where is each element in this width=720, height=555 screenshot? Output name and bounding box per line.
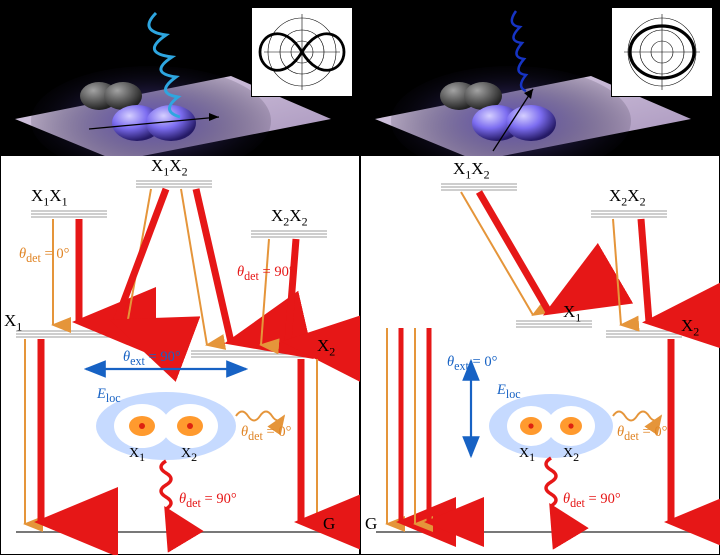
- lbl-X2X2-r: X2X2: [609, 186, 646, 209]
- ann-det0-ul: θdet = 0°: [19, 246, 69, 266]
- ann-det90-b: θdet = 90°: [179, 491, 237, 511]
- ann-ext0: θext = 0°: [447, 354, 497, 374]
- panel-left: X1X1 X1X2 X2X2 X1 X2 G θdet = 0° θdet = …: [0, 0, 360, 555]
- lbl-G-r: G: [365, 514, 377, 534]
- dimer-lbl-x2: X2: [181, 446, 197, 465]
- ann-Eloc-r: Eloc: [497, 382, 521, 402]
- lbl-X2-r: X2: [681, 316, 699, 339]
- ann-det0-r: θdet = 0°: [241, 424, 291, 444]
- lbl-X1X2: X1X2: [151, 156, 188, 179]
- lbl-X1X1: X1X1: [31, 186, 68, 209]
- scene-3d-left: [1, 1, 359, 156]
- panel-right: X1X2 X2X2 X1 X2 G θext = 0° Eloc θdet = …: [360, 0, 720, 555]
- lbl-X1X2-r: X1X2: [453, 159, 490, 182]
- inset-polar-left: [251, 7, 353, 97]
- ann-det90-rb: θdet = 90°: [563, 491, 621, 511]
- lbl-X2: X2: [317, 336, 335, 359]
- level-diagram-right: X1X2 X2X2 X1 X2 G θext = 0° Eloc θdet = …: [361, 156, 719, 554]
- ann-ext90: θext = 90°: [123, 349, 181, 369]
- level-diagram-left: X1X1 X1X2 X2X2 X1 X2 G θdet = 0° θdet = …: [1, 156, 359, 554]
- dimer-lbl-x1-r: X1: [519, 446, 535, 465]
- dimer-lbl-x1: X1: [129, 446, 145, 465]
- ann-Eloc-l: Eloc: [97, 386, 121, 406]
- ann-det0-rr: θdet = 0°: [617, 424, 667, 444]
- lbl-X1: X1: [4, 311, 22, 334]
- lbl-X1-r: X1: [563, 302, 581, 325]
- inset-polar-right: [611, 7, 713, 97]
- dimer-lbl-x2-r: X2: [563, 446, 579, 465]
- ann-det90-ur: θdet = 90°: [237, 264, 295, 284]
- scene-3d-right: [361, 1, 719, 156]
- lbl-G: G: [323, 514, 335, 534]
- lbl-X2X2: X2X2: [271, 206, 308, 229]
